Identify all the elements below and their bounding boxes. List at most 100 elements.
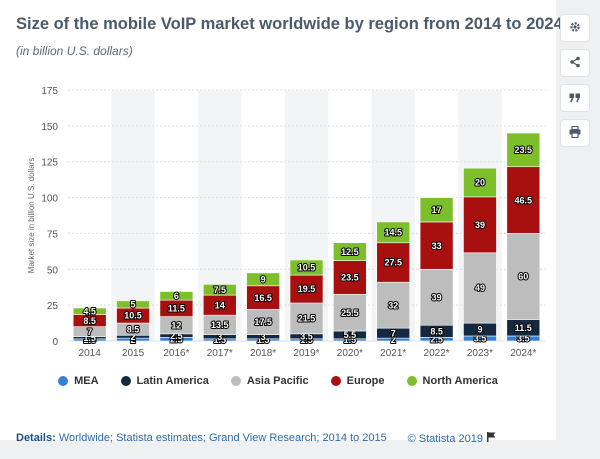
data-label: 13.5 [211, 320, 229, 330]
print-button[interactable] [560, 119, 590, 147]
bar-segment-north-america [116, 300, 150, 309]
legend-label: MEA [74, 375, 99, 387]
data-label: 23.5 [515, 145, 533, 155]
data-label: 12 [171, 320, 181, 330]
data-label: 10.5 [124, 311, 142, 321]
chart-card: Size of the mobile VoIP market worldwide… [0, 0, 563, 445]
bar-segment-europe [333, 260, 367, 295]
data-label: 32 [388, 300, 398, 310]
legend-marker [330, 376, 341, 386]
legend-marker [230, 376, 241, 386]
flag-icon[interactable] [487, 432, 496, 445]
data-label: 39 [475, 220, 485, 230]
bar-segment-north-america [376, 221, 411, 244]
data-label: 33 [432, 241, 442, 251]
data-label: 46.5 [515, 195, 533, 205]
legend-item[interactable]: Asia Pacific [230, 375, 309, 387]
band-shade [111, 90, 155, 341]
bar-segment-north-america [506, 132, 541, 168]
data-label: 2 [131, 335, 136, 345]
data-label: 5.5 [344, 330, 357, 340]
legend-item[interactable]: Europe [330, 375, 385, 387]
bar-segment-asia-pacific [376, 281, 411, 329]
data-label: 7 [87, 327, 92, 337]
bar-segment-north-america [159, 291, 194, 301]
data-label: 10.5 [298, 263, 316, 273]
share-icon [569, 56, 581, 71]
data-label: 21.5 [298, 314, 316, 324]
y-tick-label: 75 [47, 229, 59, 240]
data-label: 17 [432, 205, 442, 215]
bar-segment-north-america [289, 259, 324, 276]
copyright-text[interactable]: © Statista 2019 [407, 432, 483, 445]
data-label: 9 [261, 275, 266, 285]
bar-segment-europe [419, 221, 454, 270]
y-tick-label: 125 [41, 158, 58, 169]
bar-segment-north-america [202, 284, 237, 296]
bar-segment-asia-pacific [506, 233, 541, 320]
settings-button[interactable] [560, 14, 590, 42]
data-label: 49 [475, 283, 485, 293]
y-tick-label: 100 [41, 194, 58, 205]
cite-button[interactable] [560, 84, 590, 112]
x-tick-label: 2024* [510, 348, 536, 359]
legend-item[interactable]: Latin America [120, 375, 209, 387]
bar-segment-north-america [72, 307, 107, 315]
bar-segment-europe [506, 166, 541, 234]
bar-segment-north-america [419, 197, 454, 223]
chart-subtitle: (in billion U.S. dollars) [16, 44, 133, 58]
bar-segment-europe [289, 274, 324, 304]
data-label: 60 [518, 272, 528, 282]
data-label: 3 [217, 332, 222, 342]
data-label: 14 [215, 300, 225, 310]
copyright-footer: © Statista 2019 [408, 432, 496, 445]
y-tick-label: 0 [52, 337, 58, 348]
data-label: 8.5 [127, 324, 140, 334]
data-label: 25.5 [341, 308, 359, 318]
side-toolbar [560, 14, 590, 147]
legend-item[interactable]: MEA [58, 375, 99, 387]
data-label: 17.5 [254, 317, 272, 327]
data-label: 8.5 [83, 316, 96, 326]
data-label: 14.5 [384, 228, 402, 238]
legend-marker [58, 376, 69, 386]
x-tick-label: 2022* [424, 348, 450, 359]
chart-legend: MEA Latin America Asia Pacific Europe North … [0, 375, 556, 387]
bar-segment-asia-pacific [333, 294, 367, 332]
bar-segment-europe [463, 196, 497, 254]
legend-marker [406, 376, 417, 386]
data-label: 12.5 [341, 247, 359, 257]
legend-label: Latin America [136, 375, 209, 387]
data-label: 16.5 [254, 293, 272, 303]
legend-label: North America [422, 375, 498, 387]
x-tick-label: 2021* [380, 348, 406, 359]
data-label: 6 [174, 291, 179, 301]
data-label: 23.5 [341, 273, 359, 283]
details-footer: Details: Worldwide; Statista estimates; … [16, 432, 387, 444]
chart-title: Size of the mobile VoIP market worldwide… [16, 15, 563, 33]
data-label: 27.5 [384, 258, 402, 268]
details-text[interactable]: Worldwide; Statista estimates; Grand Vie… [58, 432, 387, 444]
x-tick-label: 2023* [467, 348, 493, 359]
data-label: 9 [477, 325, 482, 335]
bar-segment-north-america [463, 167, 497, 198]
data-label: 19.5 [298, 284, 316, 294]
bar-segment-north-america [333, 242, 367, 261]
bar-segment-asia-pacific [419, 268, 454, 326]
legend-marker [120, 376, 131, 386]
data-label: 4.5 [83, 306, 96, 316]
y-tick-label: 175 [41, 86, 58, 97]
share-button[interactable] [560, 49, 590, 77]
data-label: 11.5 [515, 323, 532, 333]
quote-icon [569, 91, 581, 106]
data-label: 7 [391, 328, 396, 338]
legend-label: Europe [346, 375, 385, 387]
legend-item[interactable]: North America [406, 375, 498, 387]
x-tick-label: 2015 [122, 348, 145, 359]
x-tick-label: 2016* [163, 348, 189, 359]
gear-icon [569, 21, 581, 36]
data-label: 8.5 [430, 327, 443, 337]
x-tick-label: 2018* [250, 348, 276, 359]
data-label: 2 [391, 335, 396, 345]
